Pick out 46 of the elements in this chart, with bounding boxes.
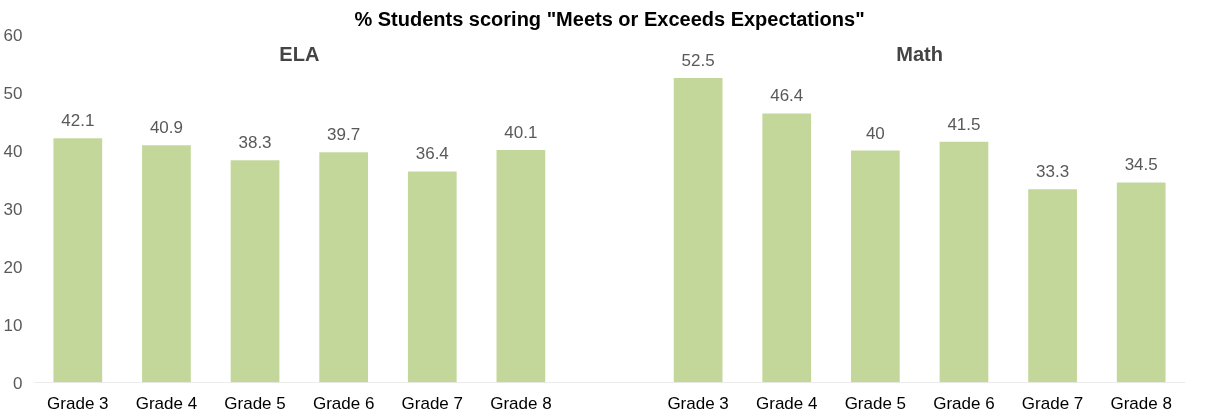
bar bbox=[939, 141, 989, 383]
bar bbox=[850, 150, 900, 383]
y-tick-label: 10 bbox=[3, 315, 23, 335]
data-label: 42.1 bbox=[61, 111, 95, 131]
x-tick-label: Grade 4 bbox=[135, 393, 198, 413]
bar bbox=[1116, 182, 1166, 383]
y-tick-label: 20 bbox=[3, 257, 23, 277]
bar bbox=[142, 145, 191, 383]
data-label: 33.3 bbox=[1036, 162, 1070, 182]
data-label: 40.9 bbox=[149, 118, 183, 138]
x-tick-label: Grade 8 bbox=[490, 393, 552, 413]
data-label: 39.7 bbox=[327, 125, 361, 145]
bar bbox=[407, 171, 457, 383]
annotation: ELA bbox=[279, 42, 320, 65]
bar bbox=[319, 152, 369, 383]
bar bbox=[496, 149, 546, 383]
y-tick-label: 0 bbox=[13, 373, 23, 393]
bar bbox=[1028, 189, 1077, 383]
bar bbox=[53, 138, 103, 383]
x-tick-label: Grade 4 bbox=[756, 393, 818, 413]
data-label: 52.5 bbox=[681, 51, 715, 70]
data-label: 38.3 bbox=[238, 133, 272, 153]
x-tick-label: Grade 6 bbox=[933, 393, 995, 413]
x-tick-label: Grade 5 bbox=[224, 393, 286, 413]
bar bbox=[673, 78, 723, 383]
x-tick-label: Grade 3 bbox=[47, 393, 109, 413]
x-tick-label: Grade 6 bbox=[312, 393, 375, 413]
x-tick-label: Grade 3 bbox=[667, 393, 729, 413]
x-tick-label: Grade 5 bbox=[844, 393, 907, 413]
data-label: 46.4 bbox=[770, 86, 804, 106]
x-tick-label: Grade 7 bbox=[401, 393, 463, 413]
data-label: 36.4 bbox=[415, 144, 449, 164]
data-label: 40.1 bbox=[504, 122, 538, 142]
bar bbox=[762, 113, 812, 383]
data-label: 41.5 bbox=[947, 114, 981, 134]
y-tick-label: 40 bbox=[3, 141, 23, 161]
y-tick-label: 60 bbox=[3, 25, 23, 45]
bar bbox=[230, 160, 280, 383]
data-label: 34.5 bbox=[1124, 155, 1158, 175]
y-tick-label: 50 bbox=[3, 83, 23, 103]
chart-title: % Students scoring "Meets or Exceeds Expectations" bbox=[354, 7, 865, 30]
y-tick-label: 30 bbox=[3, 199, 23, 219]
x-tick-label: Grade 7 bbox=[1021, 393, 1084, 413]
data-label: 40 bbox=[865, 123, 885, 143]
x-tick-label: Grade 8 bbox=[1110, 393, 1172, 413]
annotation: Math bbox=[896, 42, 943, 65]
